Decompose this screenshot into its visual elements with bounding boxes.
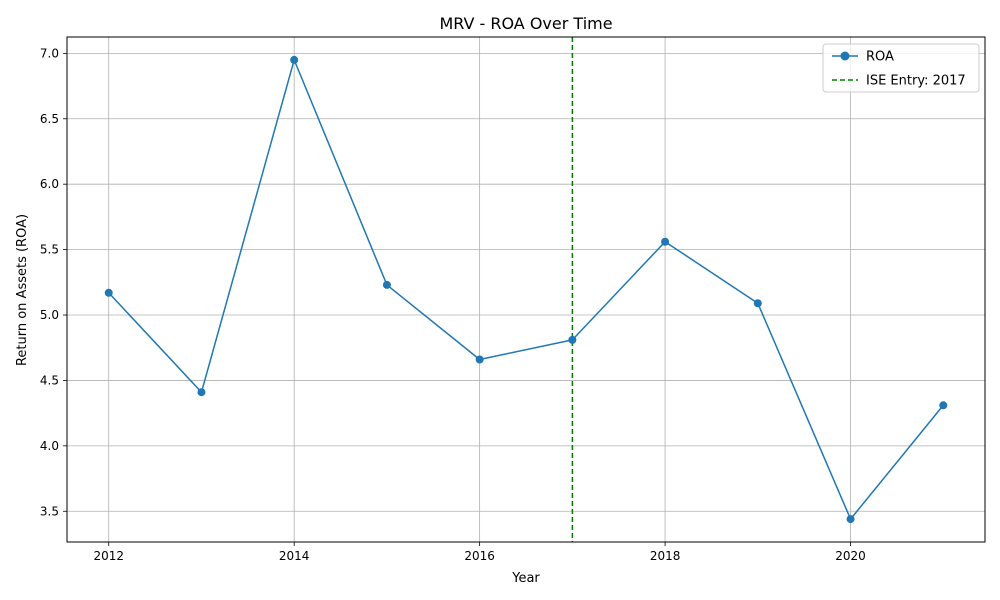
roa-data-point — [382, 280, 391, 289]
roa-series-line — [108, 59, 944, 520]
y-axis-label: Return on Assets (ROA) — [15, 214, 30, 366]
y-tick-label: 6.0 — [40, 177, 59, 191]
legend-roa-label: ROA — [866, 50, 894, 65]
grid — [67, 37, 985, 542]
roa-data-point — [661, 237, 670, 246]
x-tick-label: 2012 — [93, 549, 124, 563]
roa-data-point — [846, 515, 855, 524]
roa-data-point — [939, 401, 948, 410]
roa-data-point — [290, 55, 299, 64]
x-tick-label: 2018 — [650, 549, 681, 563]
y-tick-label: 6.5 — [40, 112, 59, 126]
x-tick-label: 2016 — [464, 549, 495, 563]
axis-ticks: 2012 2014 2016 2018 2020 3.5 4.0 4.5 5.0 5.5 6.0 6.… — [40, 46, 866, 563]
roa-data-point — [197, 388, 206, 397]
y-tick-label: 5.5 — [40, 243, 59, 257]
roa-data-point — [104, 288, 113, 297]
y-tick-label: 4.0 — [40, 439, 59, 453]
x-tick-label: 2020 — [835, 549, 866, 563]
roa-data-point — [568, 335, 577, 344]
legend: ROA ISE Entry: 2017 — [822, 43, 980, 93]
chart-title: MRV - ROA Over Time — [439, 14, 612, 33]
legend-roa-marker — [840, 51, 850, 61]
roa-data-point — [475, 355, 484, 364]
plot-frame — [66, 36, 986, 543]
y-tick-label: 7.0 — [40, 46, 59, 60]
x-tick-label: 2014 — [279, 549, 310, 563]
y-tick-label: 5.0 — [40, 308, 59, 322]
legend-box — [822, 43, 980, 93]
y-tick-label: 4.5 — [40, 373, 59, 387]
series-layer — [104, 55, 948, 524]
y-tick-label: 3.5 — [40, 504, 59, 518]
x-axis-label: Year — [511, 571, 540, 586]
legend-ise-entry-label: ISE Entry: 2017 — [866, 74, 966, 89]
roa-data-point — [753, 299, 762, 308]
